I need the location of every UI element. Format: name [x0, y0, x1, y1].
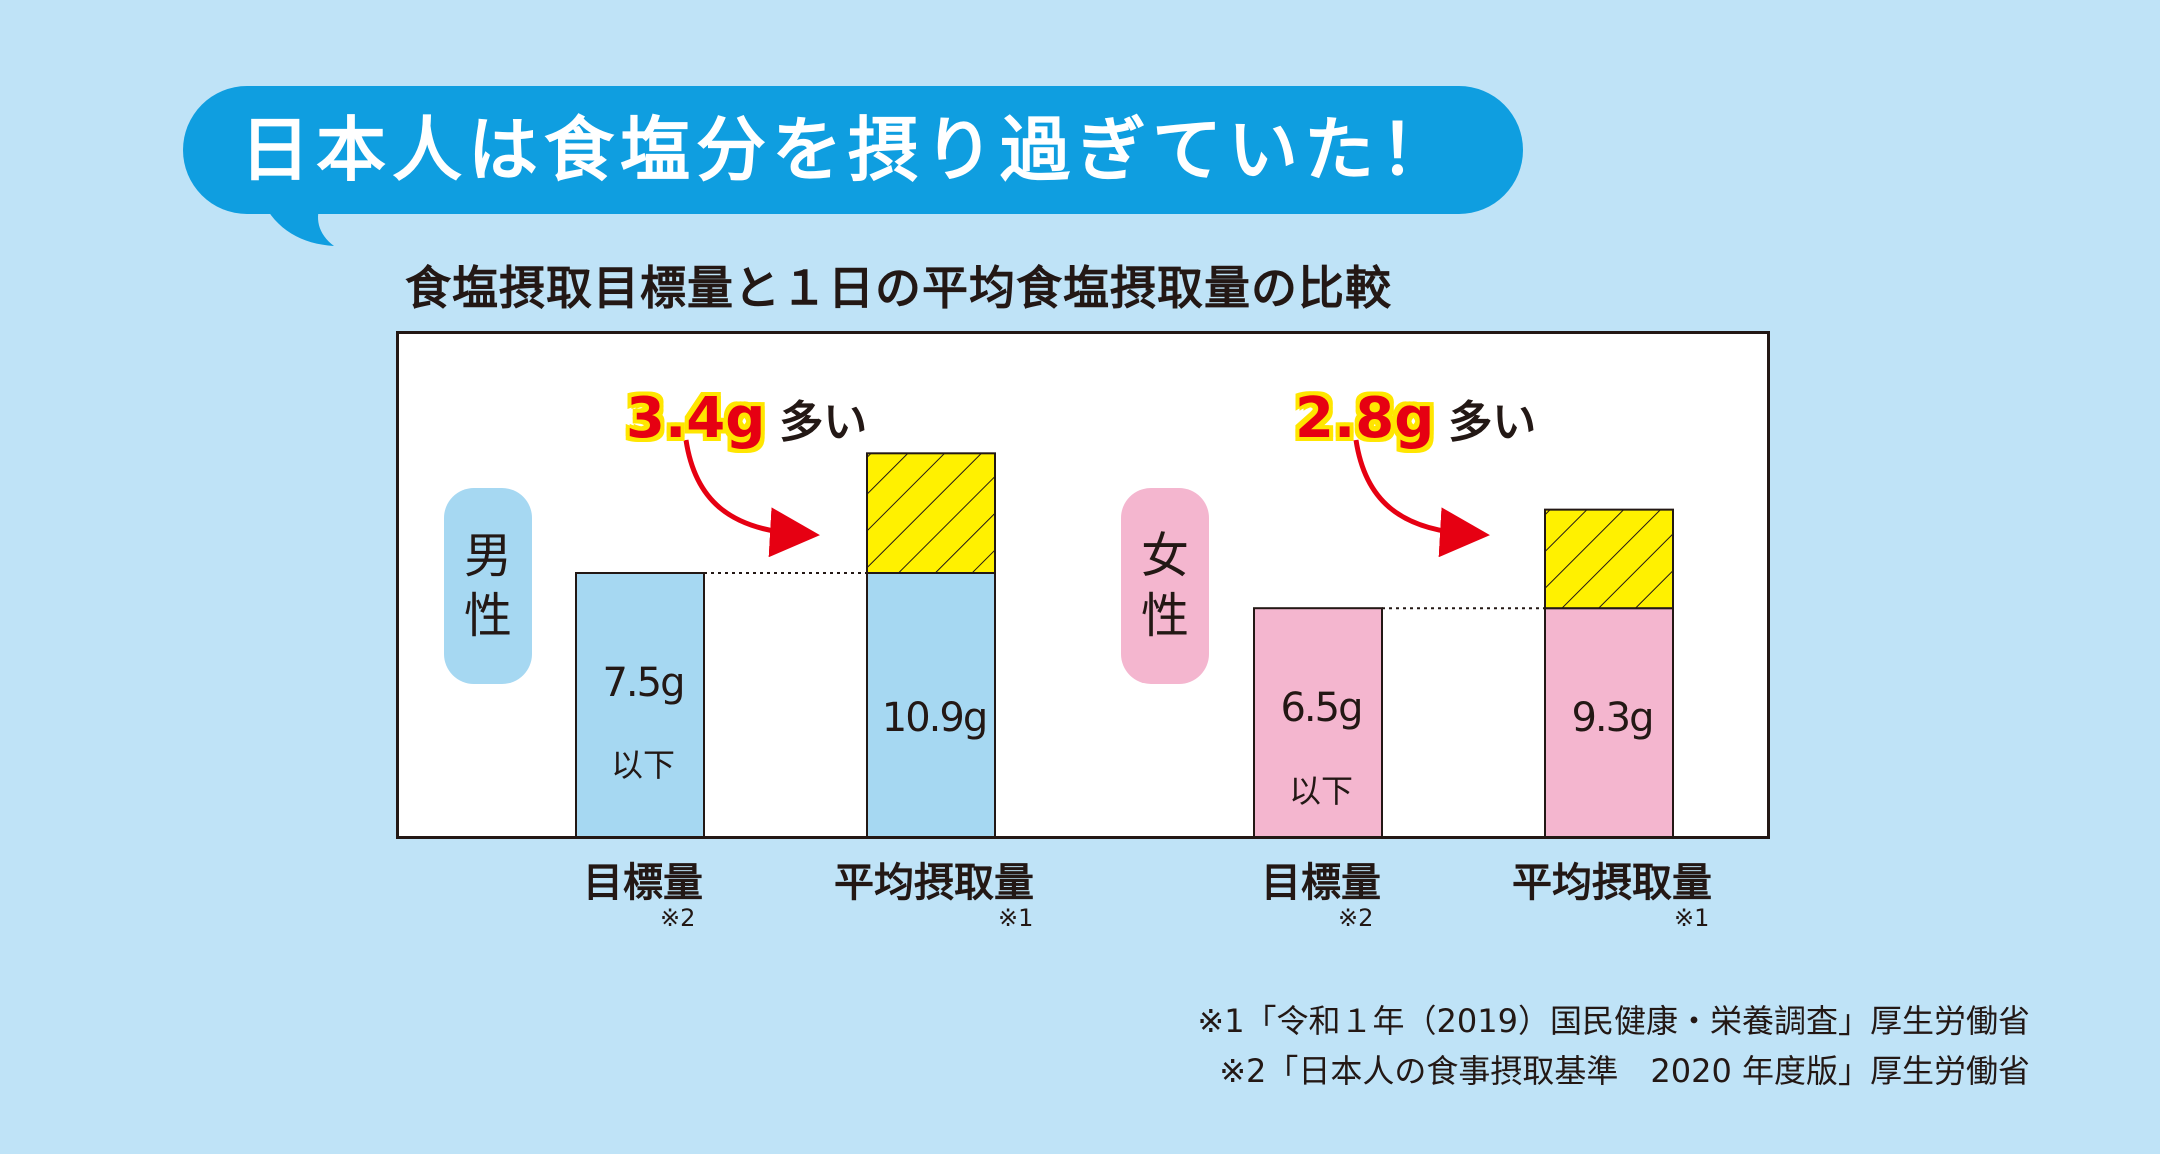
x-label-target-female: 目標量	[1261, 860, 1381, 906]
male-diff-callout: 3.4g 多い	[626, 386, 867, 451]
x-label-average-female: 平均摂取量	[1512, 860, 1712, 906]
chart-title: 食塩摂取目標量と１日の平均食塩摂取量の比較	[405, 261, 1392, 315]
female-diff-callout: 2.8g 多い	[1295, 386, 1536, 451]
excess-bar	[1544, 508, 1674, 610]
bubble-tail	[262, 200, 334, 246]
bar-value-label: 7.5g	[602, 660, 685, 706]
bar-value-label: 6.5g	[1280, 685, 1363, 731]
headline: 日本人は食塩分を摂り過ぎていた！	[240, 109, 1456, 191]
source-note-1: ※1「令和１年（2019）国民健康・栄養調査」厚生労働省	[1197, 1002, 2030, 1040]
female-diff-value: 2.8g	[1295, 386, 1435, 451]
note-ref-2: ※2	[1338, 904, 1374, 932]
bar	[575, 572, 705, 838]
bar-sub-label: 以下	[610, 746, 675, 784]
x-label-target-male: 目標量	[583, 860, 703, 906]
headline-bubble	[183, 86, 1523, 214]
bar-value-label: 10.9g	[881, 695, 988, 741]
male-tag-char-2: 性	[463, 588, 512, 644]
male-tag-char-1: 男	[463, 528, 512, 584]
note-ref-1: ※1	[1674, 904, 1710, 932]
female-tag: 女 性	[1121, 488, 1209, 684]
male-diff-value: 3.4g	[626, 386, 766, 451]
bar	[1253, 607, 1383, 839]
male-arrow	[683, 439, 820, 558]
female-tag-char-2: 性	[1140, 588, 1189, 644]
x-label-average-male: 平均摂取量	[834, 860, 1034, 906]
note-ref-1: ※1	[998, 904, 1034, 932]
female-arrow	[1353, 439, 1490, 558]
excess-bar	[866, 452, 996, 575]
male-tag: 男 性	[444, 488, 532, 684]
note-ref-2: ※2	[660, 904, 696, 932]
female-diff-text: 多い	[1448, 397, 1537, 448]
bar-value-label: 9.3g	[1571, 695, 1654, 741]
source-note-2: ※2「日本人の食事摂取基準 2020 年度版」厚生労働省	[1219, 1052, 2030, 1090]
bar-sub-label: 以下	[1288, 772, 1353, 810]
female-tag-char-1: 女	[1140, 528, 1189, 584]
bar	[1544, 607, 1674, 839]
male-diff-text: 多い	[779, 397, 868, 448]
